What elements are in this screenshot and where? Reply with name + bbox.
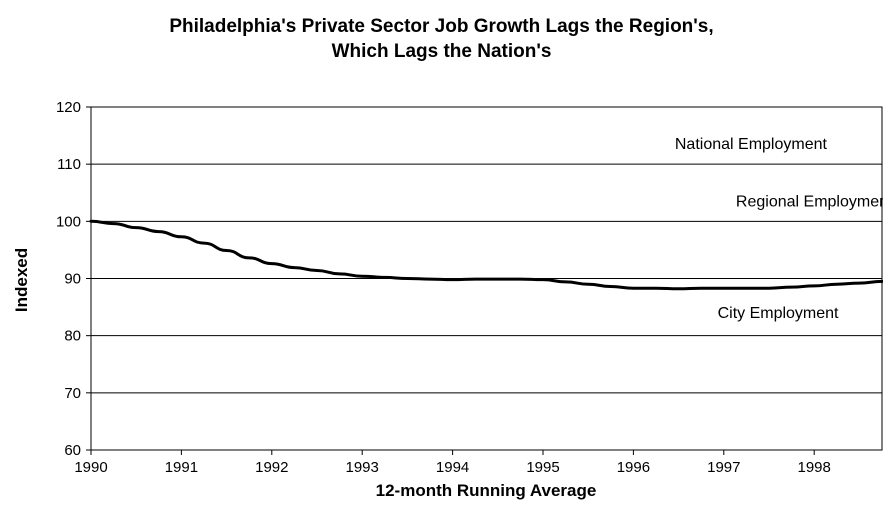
series-line-city-employment [89, 219, 883, 291]
y-axis: 60 70 80 90 100 110 120 [56, 99, 91, 459]
chart-title-line-1: Philadelphia's Private Sector Job Growth… [169, 16, 714, 37]
annotation-label: Regional Employment [736, 193, 883, 210]
y-tick-label: 110 [57, 156, 81, 173]
x-tick-label: 1995 [526, 459, 559, 476]
y-tick-label: 70 [64, 385, 81, 402]
x-tick-label: 1997 [707, 459, 740, 476]
annotation-label: City Employment [718, 305, 839, 322]
x-tick-label: 1992 [255, 459, 288, 476]
series-group [89, 219, 883, 291]
y-axis-title: Indexed [12, 248, 31, 312]
y-tick-label: 120 [56, 99, 81, 116]
x-tick-label: 1991 [165, 459, 198, 476]
y-tick-label: 80 [64, 328, 81, 345]
y-tick-label: 60 [64, 442, 81, 459]
x-axis: 1990 1991 1992 1993 1994 1995 1996 1997 1998 [74, 450, 831, 476]
x-tick-label: 1998 [798, 459, 831, 476]
y-tick-label: 100 [56, 213, 81, 230]
y-tick-label: 90 [64, 271, 81, 288]
chart-title-line-2: Which Lags the Nation's [331, 41, 552, 62]
x-tick-label: 1990 [74, 459, 107, 476]
x-tick-label: 1996 [617, 459, 650, 476]
x-tick-label: 1993 [346, 459, 379, 476]
chart-title: Philadelphia's Private Sector Job Growth… [0, 14, 883, 64]
x-axis-title: 12-month Running Average [376, 481, 597, 500]
x-tick-label: 1994 [436, 459, 469, 476]
annotations: National Employment Regional Employment Ci… [675, 136, 883, 322]
annotation-label: National Employment [675, 136, 828, 153]
